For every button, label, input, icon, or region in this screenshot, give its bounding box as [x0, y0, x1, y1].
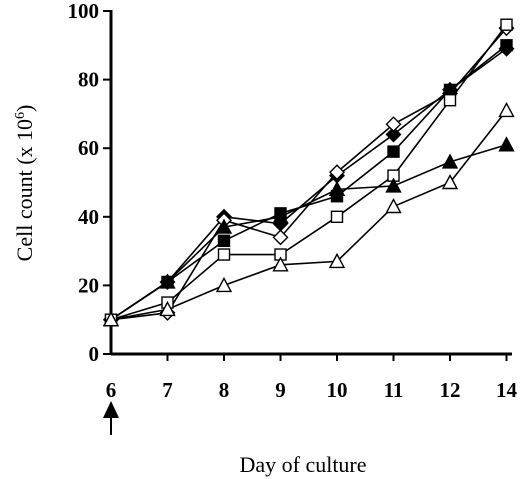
- series-line: [110, 24, 508, 321]
- series-line: [110, 109, 508, 321]
- data-point-marker: [272, 208, 289, 224]
- series-line: [110, 144, 507, 321]
- series-filled-diamond: [110, 48, 507, 321]
- data-point-marker: [272, 256, 289, 272]
- data-point-marker: [329, 164, 345, 181]
- x-ticks: 6 7 8 9 10 11 12 14: [106, 354, 518, 402]
- data-point-marker: [330, 210, 344, 224]
- data-point-marker: [498, 136, 515, 152]
- data-point-marker: [217, 234, 231, 248]
- y-tick-label: 100: [68, 0, 100, 23]
- series-line: [110, 44, 507, 321]
- data-point-marker: [443, 93, 457, 107]
- y-axis-title-text: Cell count (x 10: [12, 119, 37, 261]
- data-point-marker: [441, 174, 459, 190]
- x-tick-label: 12: [440, 378, 461, 402]
- x-tick-label: 9: [275, 378, 286, 402]
- y-tick-label: 0: [89, 342, 100, 366]
- y-tick-label: 20: [78, 273, 99, 297]
- y-tick-label: 60: [78, 136, 99, 160]
- y-ticks: 0 20 40 60 80 100: [68, 0, 111, 366]
- x-tick-label: 8: [219, 378, 230, 402]
- data-point-marker: [215, 276, 233, 293]
- plot-area: 0 20 40 60 80 100 6 7 8 9 10 11 12 14: [68, 0, 518, 402]
- series-filled-square: [110, 44, 507, 321]
- x-tick-label: 7: [162, 378, 173, 402]
- data-point-marker: [385, 198, 402, 214]
- data-point-marker: [272, 229, 289, 246]
- data-point-marker: [328, 252, 346, 269]
- series-open-square: [110, 24, 508, 321]
- data-point-marker: [385, 126, 402, 143]
- series-open-triangle: [110, 109, 508, 321]
- x-axis-title: Day of culture: [239, 452, 366, 477]
- series-line: [110, 48, 507, 321]
- data-point-marker: [102, 311, 120, 327]
- data-point-marker: [385, 177, 402, 193]
- data-point-marker: [385, 116, 402, 133]
- x-tick-label: 11: [384, 378, 404, 402]
- y-axis-title-exponent: 6: [13, 112, 28, 119]
- x-tick-label: 6: [106, 378, 117, 402]
- data-point-marker: [215, 218, 233, 234]
- y-axis-title-close: ): [12, 105, 37, 112]
- data-point-marker: [159, 300, 176, 317]
- up-arrow-head: [103, 401, 119, 418]
- data-point-marker: [441, 153, 459, 169]
- y-axis-title: Cell count (x 106): [12, 105, 37, 262]
- data-point-marker: [443, 83, 457, 97]
- data-point-marker: [500, 39, 513, 52]
- series-filled-triangle: [110, 144, 507, 321]
- data-point-marker: [498, 101, 515, 118]
- data-point-marker: [387, 145, 400, 158]
- x-tick-label: 14: [496, 378, 518, 402]
- y-tick-label: 40: [78, 205, 99, 229]
- data-series: [102, 18, 515, 328]
- up-arrow-annotation: [103, 401, 119, 435]
- data-point-marker: [159, 273, 176, 289]
- data-point-marker: [328, 180, 346, 197]
- series-markers-open-triangle: [102, 101, 515, 327]
- y-tick-label: 80: [78, 68, 99, 92]
- data-point-marker: [217, 248, 231, 261]
- x-tick-label: 10: [327, 378, 348, 402]
- data-point-marker: [500, 18, 513, 31]
